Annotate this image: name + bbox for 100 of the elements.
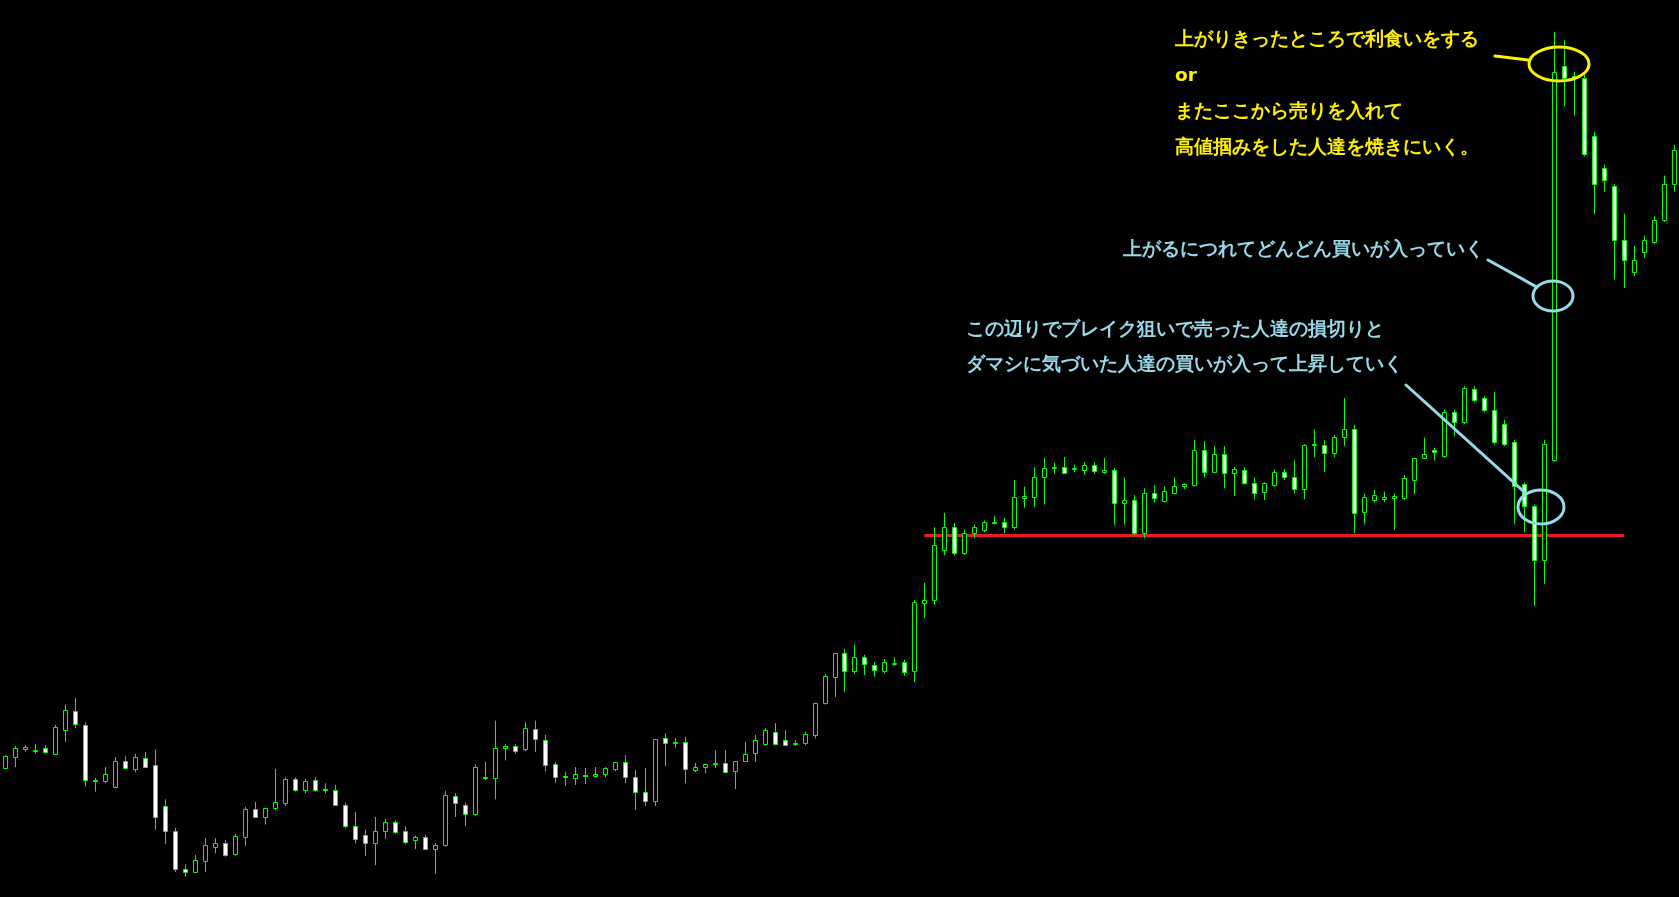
candlestick (1402, 474, 1407, 501)
candlestick (103, 766, 108, 784)
candlestick (813, 702, 818, 739)
candlestick (992, 515, 997, 526)
candlestick (952, 522, 957, 556)
candlestick (383, 818, 388, 840)
candlestick (293, 776, 298, 793)
candlestick (63, 704, 68, 743)
candlestick (143, 751, 148, 769)
candlestick (1442, 409, 1447, 459)
annotation: 上がりきったところで利食いをする (1174, 28, 1479, 49)
candlestick (1632, 245, 1637, 277)
candlestick (263, 807, 268, 826)
candlestick (753, 734, 758, 763)
candlestick (1142, 487, 1147, 539)
candlestick (1132, 494, 1137, 536)
annotation: またここから売りを入れて (1175, 100, 1403, 121)
candlestick (83, 721, 88, 788)
candlestick (533, 720, 538, 753)
candlestick (333, 784, 338, 807)
candlestick (343, 802, 348, 829)
candlestick (53, 724, 58, 756)
candlestick (1312, 428, 1317, 458)
candlestick (653, 738, 658, 807)
candlestick (463, 802, 468, 827)
candlestick (1322, 439, 1327, 473)
candlestick (303, 778, 308, 794)
candlestick (13, 745, 18, 768)
candlestick (1102, 457, 1107, 475)
candlestick (1512, 439, 1517, 525)
candlestick (1092, 461, 1097, 475)
candlestick (353, 811, 358, 844)
candlestick (73, 697, 78, 729)
candlestick (942, 512, 947, 556)
candlestick (1122, 476, 1127, 526)
candlestick (1192, 439, 1197, 488)
candlestick (1072, 464, 1077, 473)
candlestick (852, 644, 857, 675)
candlestick (882, 658, 887, 674)
candlestick (1022, 486, 1027, 509)
candlestick (1462, 385, 1467, 425)
candlestick (643, 767, 648, 807)
candlestick (243, 806, 248, 847)
candlestick (1552, 31, 1557, 463)
candlestick (193, 854, 198, 873)
candlestick (1032, 466, 1037, 508)
candlestick (1152, 484, 1157, 504)
candlestick (153, 748, 158, 831)
candlestick (93, 777, 98, 793)
candlestick (1582, 74, 1587, 157)
candlestick (1422, 437, 1427, 459)
candlestick (283, 776, 288, 807)
candlestick (3, 754, 8, 770)
candlestick (902, 659, 907, 677)
candlestick (273, 768, 278, 811)
candlestick (1642, 235, 1647, 259)
candlestick (1082, 461, 1087, 476)
candlestick (663, 732, 668, 767)
candlestick (1262, 481, 1267, 501)
candlestick (823, 673, 828, 706)
candlestick (783, 729, 788, 746)
candlestick (1662, 175, 1667, 223)
candlestick (1412, 457, 1417, 495)
candlestick (1542, 439, 1547, 585)
candlestick (743, 741, 748, 763)
candlestick (1042, 457, 1047, 505)
candlestick (1282, 468, 1287, 481)
annotation: 高値掴みをした人達を焼きにいく。 (1175, 136, 1479, 157)
annotation: この辺りでブレイク狙いで売った人達の損切りと (966, 318, 1384, 339)
candlestick (613, 761, 618, 772)
candlestick (1532, 503, 1537, 607)
candlestick (1062, 456, 1067, 475)
candlestick (1232, 466, 1237, 497)
candlestick (253, 801, 258, 819)
candlestick (1222, 445, 1227, 489)
candlestick (932, 526, 937, 606)
candlestick (1372, 489, 1377, 504)
candlestick (623, 754, 628, 784)
candlestick (763, 727, 768, 747)
candlestick (583, 767, 588, 785)
candlestick (1012, 479, 1017, 531)
candlestick (503, 743, 508, 761)
candlestick (173, 827, 178, 873)
candlestick (1052, 462, 1057, 475)
candlestick (803, 731, 808, 746)
candlestick (373, 816, 378, 866)
candlestick (423, 834, 428, 851)
candlestick (1432, 447, 1437, 461)
candlestick (1562, 39, 1567, 107)
candlestick (453, 792, 458, 818)
candlestick (513, 743, 518, 755)
candlestick (553, 761, 558, 784)
candlestick (603, 766, 608, 778)
candlestick (773, 722, 778, 746)
candlestick (523, 721, 528, 752)
candlestick (43, 744, 48, 755)
candlestick (1292, 459, 1297, 494)
candlestick (483, 761, 488, 781)
candlestick (1202, 440, 1207, 478)
candlestick (1492, 391, 1497, 445)
